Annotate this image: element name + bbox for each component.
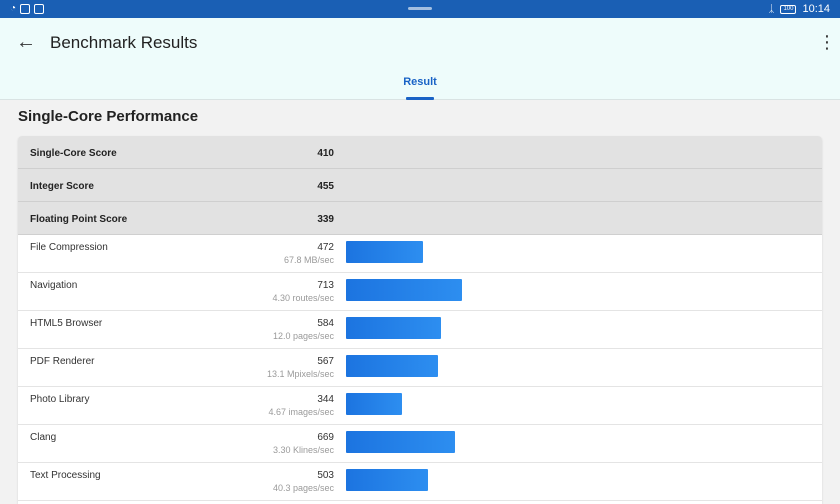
arrow-left-icon[interactable]: ← [16,31,36,53]
results-card: Single-Core Score 410 Integer Score 455 … [18,136,822,504]
summary-name: Floating Point Score [30,214,128,225]
summary-row-single-core: Single-Core Score 410 [18,136,822,169]
workload-bar [346,431,455,453]
tab-result[interactable]: Result [403,76,437,88]
workload-bar [346,241,423,263]
workload-row: Photo Library 344 4.67 images/sec [18,387,822,425]
workload-rate: 4.67 images/sec [268,407,334,417]
summary-value: 455 [317,181,334,192]
workload-rate: 4.30 routes/sec [272,293,334,303]
wifi-icon: ◔ [10,3,17,14]
workload-row: HTML5 Browser 584 12.0 pages/sec [18,311,822,349]
workload-bar [346,279,462,301]
workload-name: Clang [30,432,57,443]
status-bar: ◔ ᛣ 100 10:14 [0,0,840,18]
workload-score: 567 [317,356,334,367]
status-right-icons: ᛣ 100 10:14 [768,3,830,15]
workload-rate: 40.3 pages/sec [272,483,334,493]
workload-score: 503 [317,470,334,481]
workload-row: PDF Renderer 567 13.1 Mpixels/sec [18,349,822,387]
workload-name: File Compression [30,242,108,253]
workload-row: File Compression 472 67.8 MB/sec [18,235,822,273]
workload-row: Text Processing 503 40.3 pages/sec [18,463,822,501]
workload-score: 669 [317,432,334,443]
workload-name: Photo Library [30,394,90,405]
workload-name: PDF Renderer [30,356,95,367]
clock: 10:14 [802,3,830,15]
app-bar: ← Benchmark Results ⋮ Result [0,18,840,100]
more-vert-icon[interactable]: ⋮ [818,32,836,52]
status-left-icons: ◔ [10,3,45,14]
workload-rate: 12.0 pages/sec [272,331,334,341]
bluetooth-icon: ᛣ [768,3,775,15]
summary-name: Integer Score [30,181,94,192]
workload-rate: 67.8 MB/sec [283,255,334,265]
workload-score: 584 [317,318,334,329]
workload-bar [346,469,428,491]
summary-name: Single-Core Score [30,148,117,159]
summary-row-integer: Integer Score 455 [18,169,822,202]
workload-score: 472 [317,242,334,253]
page-title: Benchmark Results [50,33,198,52]
summary-row-floating-point: Floating Point Score 339 [18,202,822,235]
workload-bar [346,355,438,377]
summary-value: 339 [317,214,334,225]
workload-name: HTML5 Browser [30,318,103,329]
workload-name: Navigation [30,280,78,291]
workload-score: 713 [317,280,334,291]
battery-icon: 100 [780,4,797,14]
message-icon [34,3,45,14]
workload-row: Navigation 713 4.30 routes/sec [18,273,822,311]
section-title: Single-Core Performance [18,108,199,125]
drag-handle[interactable] [408,7,432,10]
workload-bar [346,317,441,339]
workload-rate: 13.1 Mpixels/sec [266,369,334,379]
notification-icon [20,3,31,14]
summary-value: 410 [317,148,334,159]
workload-row: Clang 669 3.30 Klines/sec [18,425,822,463]
workload-score: 344 [317,394,334,405]
tab-indicator [406,97,434,100]
workload-bar [346,393,402,415]
workload-rate: 3.30 Klines/sec [272,445,334,455]
workload-name: Text Processing [30,470,101,481]
